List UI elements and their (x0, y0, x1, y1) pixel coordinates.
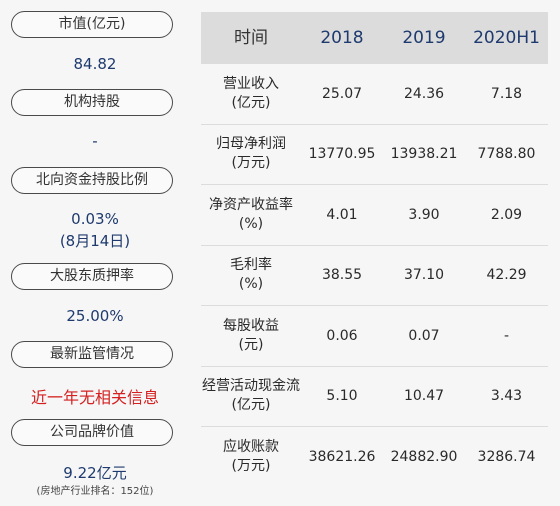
metric-name: 每股收益 (223, 317, 279, 334)
table-row: 净资产收益率 (%) 4.01 3.90 2.09 (201, 185, 548, 246)
market-cap-value: 84.82 (73, 55, 117, 73)
table-row: 营业收入 (亿元) 25.07 24.36 7.18 (201, 64, 548, 125)
metric-name: 归母净利润 (216, 136, 286, 153)
cell-2019: 13938.21 (390, 146, 458, 163)
metric-unit: (亿元) (231, 94, 271, 111)
cell-2019: 0.07 (408, 327, 440, 344)
header-2018: 2018 (320, 28, 364, 48)
northbound-value: 0.03% (71, 210, 119, 228)
table-header: 时间 2018 2019 2020H1 (201, 12, 548, 64)
row-label: 营业收入 (亿元) (201, 75, 301, 113)
cell-2019: 3.90 (408, 206, 440, 223)
cell-2019: 24.36 (403, 85, 445, 102)
metric-unit: (亿元) (231, 397, 271, 414)
cell-2018: 0.06 (326, 327, 358, 344)
cell-2020h1: 3286.74 (477, 449, 536, 466)
metric-name: 应收账款 (223, 439, 279, 456)
row-label: 净资产收益率 (%) (201, 196, 301, 234)
row-label: 每股收益 (元) (201, 317, 301, 355)
cell-2018: 38.55 (321, 267, 363, 284)
cell-2020h1: 42.29 (486, 267, 527, 284)
table-row: 每股收益 (元) 0.06 0.07 - (201, 306, 548, 367)
metric-unit: (%) (238, 215, 264, 232)
cell-2018: 5.10 (326, 388, 358, 405)
northbound-label: 北向资金持股比例 (11, 167, 173, 194)
metric-unit: (%) (238, 276, 264, 293)
cell-2020h1: - (503, 327, 510, 344)
header-2020h1: 2020H1 (473, 28, 540, 48)
cell-2018: 25.07 (321, 85, 363, 102)
cell-2020h1: 7788.80 (477, 146, 536, 163)
header-2019: 2019 (402, 28, 446, 48)
table-row: 毛利率 (%) 38.55 37.10 42.29 (201, 245, 548, 306)
market-cap-label: 市值(亿元) (11, 11, 173, 38)
institution-holding-value: - (92, 132, 98, 150)
cell-2018: 38621.26 (308, 449, 376, 466)
row-label: 应收账款 (万元) (201, 438, 301, 476)
metric-name: 营业收入 (223, 75, 279, 92)
pledge-value: 25.00% (66, 307, 124, 325)
metric-unit: (元) (238, 336, 264, 353)
cell-2019: 37.10 (403, 267, 445, 284)
row-label: 经营活动现金流 (亿元) (201, 377, 301, 415)
financial-table: 时间 2018 2019 2020H1 营业收入 (亿元) 25.07 24.36… (201, 12, 548, 488)
cell-2019: 10.47 (403, 388, 445, 405)
regulation-value: 近一年无相关信息 (30, 388, 159, 407)
metric-name: 经营活动现金流 (202, 378, 300, 395)
pledge-label: 大股东质押率 (11, 263, 173, 290)
table-row: 应收账款 (万元) 38621.26 24882.90 3286.74 (201, 427, 548, 488)
cell-2020h1: 7.18 (490, 85, 523, 102)
brand-value: 9.22亿元 (63, 464, 127, 482)
summary-panel: 市值(亿元) 84.82 机构持股 - 北向资金持股比例 0.03% (8月14… (0, 0, 190, 506)
table-row: 归母净利润 (万元) 13770.95 13938.21 7788.80 (201, 124, 548, 185)
northbound-date: (8月14日) (59, 232, 131, 250)
metric-name: 毛利率 (230, 257, 272, 274)
header-time: 时间 (234, 27, 268, 48)
regulation-label: 最新监管情况 (11, 341, 173, 368)
brand-rank-note: (房地产行业排名：152位) (36, 486, 154, 497)
metric-name: 净资产收益率 (209, 196, 293, 213)
metric-unit: (万元) (231, 155, 271, 172)
table-row: 经营活动现金流 (亿元) 5.10 10.47 3.43 (201, 366, 548, 427)
row-label: 毛利率 (%) (201, 256, 301, 294)
cell-2018: 13770.95 (308, 146, 376, 163)
metric-unit: (万元) (231, 458, 271, 475)
cell-2019: 24882.90 (390, 449, 458, 466)
cell-2018: 4.01 (326, 206, 358, 223)
brand-value-label: 公司品牌价值 (11, 419, 173, 446)
row-label: 归母净利润 (万元) (201, 135, 301, 173)
institution-holding-label: 机构持股 (11, 89, 173, 116)
cell-2020h1: 3.43 (490, 388, 523, 405)
cell-2020h1: 2.09 (490, 206, 523, 223)
